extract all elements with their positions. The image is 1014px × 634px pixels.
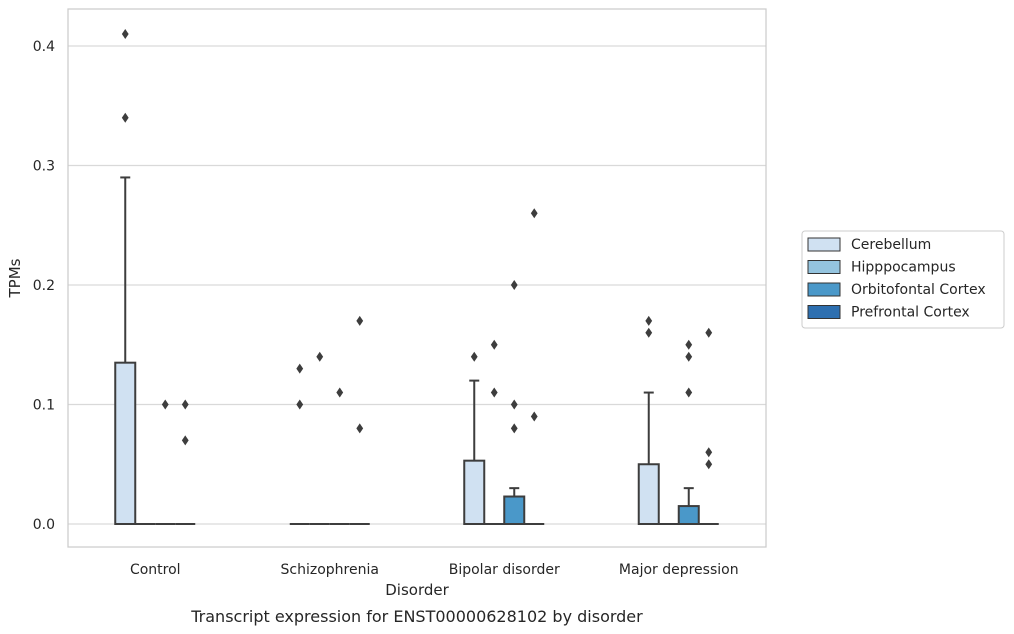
- legend-label: Cerebellum: [851, 237, 931, 253]
- outlier-point: [645, 327, 653, 338]
- outlier-point: [181, 399, 189, 410]
- legend-label: Prefrontal Cortex: [851, 305, 970, 321]
- legend-swatch: [807, 260, 841, 274]
- legend-label: Hipppocampus: [851, 260, 956, 276]
- legend-item: Prefrontal Cortex: [807, 305, 970, 321]
- outlier-point: [705, 447, 713, 458]
- y-tick-label: 0.2: [33, 278, 55, 294]
- outlier-point: [181, 435, 189, 446]
- y-tick-label: 0.0: [33, 517, 55, 533]
- outlier-point: [356, 315, 364, 326]
- y-axis-label: TPMs: [6, 258, 24, 298]
- box-plot: [114, 176, 137, 525]
- box-plot: [637, 391, 660, 525]
- outlier-point: [530, 208, 538, 219]
- y-tick-label: 0.4: [33, 39, 55, 55]
- outlier-point: [470, 351, 478, 362]
- outlier-point: [316, 351, 324, 362]
- outlier-point: [510, 280, 518, 290]
- outlier-points: [121, 29, 713, 470]
- x-tick-label: Control: [130, 562, 181, 578]
- outlier-point: [490, 339, 498, 350]
- outlier-point: [645, 315, 653, 326]
- box-plot: [677, 487, 700, 526]
- legend: Cerebellum Hipppocampus Orbitofontal Corte…: [801, 230, 1005, 329]
- outlier-point: [336, 387, 344, 398]
- x-tick-label: Bipolar disorder: [449, 562, 560, 578]
- box-plots: [114, 176, 719, 526]
- outlier-point: [705, 459, 713, 470]
- outlier-point: [490, 387, 498, 398]
- outlier-point: [685, 351, 693, 362]
- legend-label: Orbitofontal Cortex: [851, 282, 986, 298]
- box: [114, 361, 137, 525]
- outlier-point: [685, 339, 693, 350]
- legend-item: Hipppocampus: [807, 260, 956, 276]
- outlier-point: [530, 411, 538, 422]
- box: [503, 495, 526, 526]
- outlier-point: [705, 327, 713, 338]
- legend-frame: [801, 230, 1005, 329]
- x-tick-label: Major depression: [619, 562, 739, 578]
- legend-item: Orbitofontal Cortex: [807, 282, 986, 298]
- legend-swatch: [807, 282, 841, 297]
- y-tick-label: 0.1: [33, 398, 55, 414]
- outlier-point: [121, 112, 129, 123]
- outlier-point: [121, 29, 129, 40]
- x-axis-label: Disorder: [385, 581, 449, 599]
- outlier-point: [510, 399, 518, 410]
- box-plot: [463, 379, 486, 526]
- legend-swatch: [807, 305, 841, 319]
- outlier-point: [685, 387, 693, 398]
- x-axis-ticks: Control Schizophrenia Bipolar disorder Majo…: [130, 562, 739, 578]
- outlier-point: [356, 423, 364, 434]
- box: [677, 505, 700, 526]
- y-tick-label: 0.3: [33, 159, 55, 175]
- outlier-point: [296, 399, 304, 410]
- x-tick-label: Schizophrenia: [281, 562, 379, 578]
- box-plot: [503, 487, 526, 526]
- box: [463, 459, 486, 526]
- outlier-point: [161, 399, 169, 410]
- box: [637, 463, 660, 525]
- chart-caption: Transcript expression for ENST0000062810…: [190, 607, 643, 626]
- outlier-point: [510, 423, 518, 434]
- y-axis-ticks: 0.0 0.1 0.2 0.3 0.4: [33, 39, 55, 533]
- legend-item: Cerebellum: [807, 237, 931, 253]
- plot-area-border: [67, 8, 767, 548]
- outlier-point: [296, 363, 304, 374]
- legend-swatch: [807, 237, 841, 252]
